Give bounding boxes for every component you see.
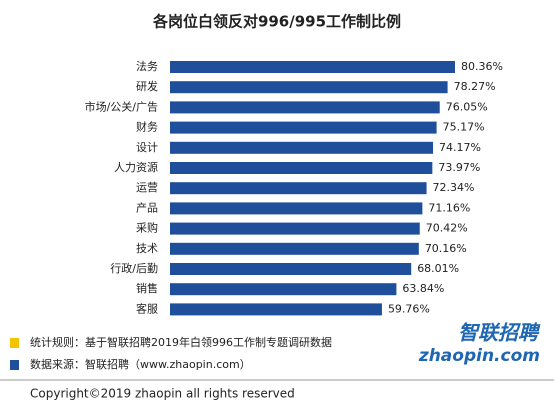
y-tick-label: 运营 bbox=[136, 180, 158, 194]
note-marker bbox=[10, 360, 19, 370]
note: 统计规则：基于智联招聘2019年白领996工作制专题调研数据 bbox=[30, 335, 332, 349]
bar bbox=[170, 162, 433, 174]
value-label: 68.01% bbox=[417, 262, 459, 275]
y-tick-label: 行政/后勤 bbox=[110, 261, 158, 275]
value-label: 76.05% bbox=[446, 100, 488, 113]
bar bbox=[170, 121, 437, 134]
bar bbox=[170, 81, 448, 94]
value-label: 80.36% bbox=[461, 60, 503, 73]
bar bbox=[170, 141, 434, 154]
value-label: 70.16% bbox=[425, 242, 467, 255]
y-tick-label: 法务 bbox=[136, 59, 158, 73]
copyright: Copyright©2019 zhaopin all rights reserv… bbox=[30, 387, 295, 401]
value-label: 71.16% bbox=[428, 201, 470, 214]
chart-title: 各岗位白领反对996/995工作制比例 bbox=[152, 13, 401, 31]
value-label: 72.34% bbox=[433, 181, 475, 194]
logo-en: zhaopin.com bbox=[418, 346, 540, 366]
y-tick-label: 研发 bbox=[136, 79, 158, 93]
bar bbox=[170, 263, 412, 275]
y-tick-label: 技术 bbox=[136, 242, 158, 255]
bar bbox=[170, 101, 440, 114]
y-tick-label: 财务 bbox=[136, 120, 158, 134]
bar bbox=[170, 303, 382, 316]
value-label: 75.17% bbox=[443, 121, 485, 134]
note: 数据来源：智联招聘（www.zhaopin.com） bbox=[30, 357, 251, 371]
value-label: 74.17% bbox=[439, 141, 481, 154]
note-marker bbox=[10, 338, 19, 348]
y-tick-label: 客服 bbox=[136, 301, 158, 315]
y-tick-label: 市场/公关/广告 bbox=[85, 99, 158, 113]
value-label: 70.42% bbox=[426, 222, 468, 235]
value-label: 59.76% bbox=[388, 302, 430, 315]
value-label: 63.84% bbox=[402, 282, 444, 295]
y-tick-label: 产品 bbox=[136, 200, 158, 214]
bar bbox=[170, 242, 419, 255]
y-tick-label: 设计 bbox=[136, 141, 158, 154]
value-label: 78.27% bbox=[454, 80, 496, 93]
bar bbox=[170, 222, 420, 235]
y-tick-label: 人力资源 bbox=[114, 160, 158, 174]
y-tick-label: 采购 bbox=[136, 221, 158, 235]
logo-cn: 智联招聘 bbox=[458, 321, 541, 345]
bar bbox=[170, 182, 427, 195]
bar bbox=[170, 202, 423, 215]
value-label: 73.97% bbox=[438, 161, 480, 174]
bar bbox=[170, 61, 455, 73]
bar bbox=[170, 283, 397, 296]
y-tick-label: 销售 bbox=[136, 281, 158, 295]
